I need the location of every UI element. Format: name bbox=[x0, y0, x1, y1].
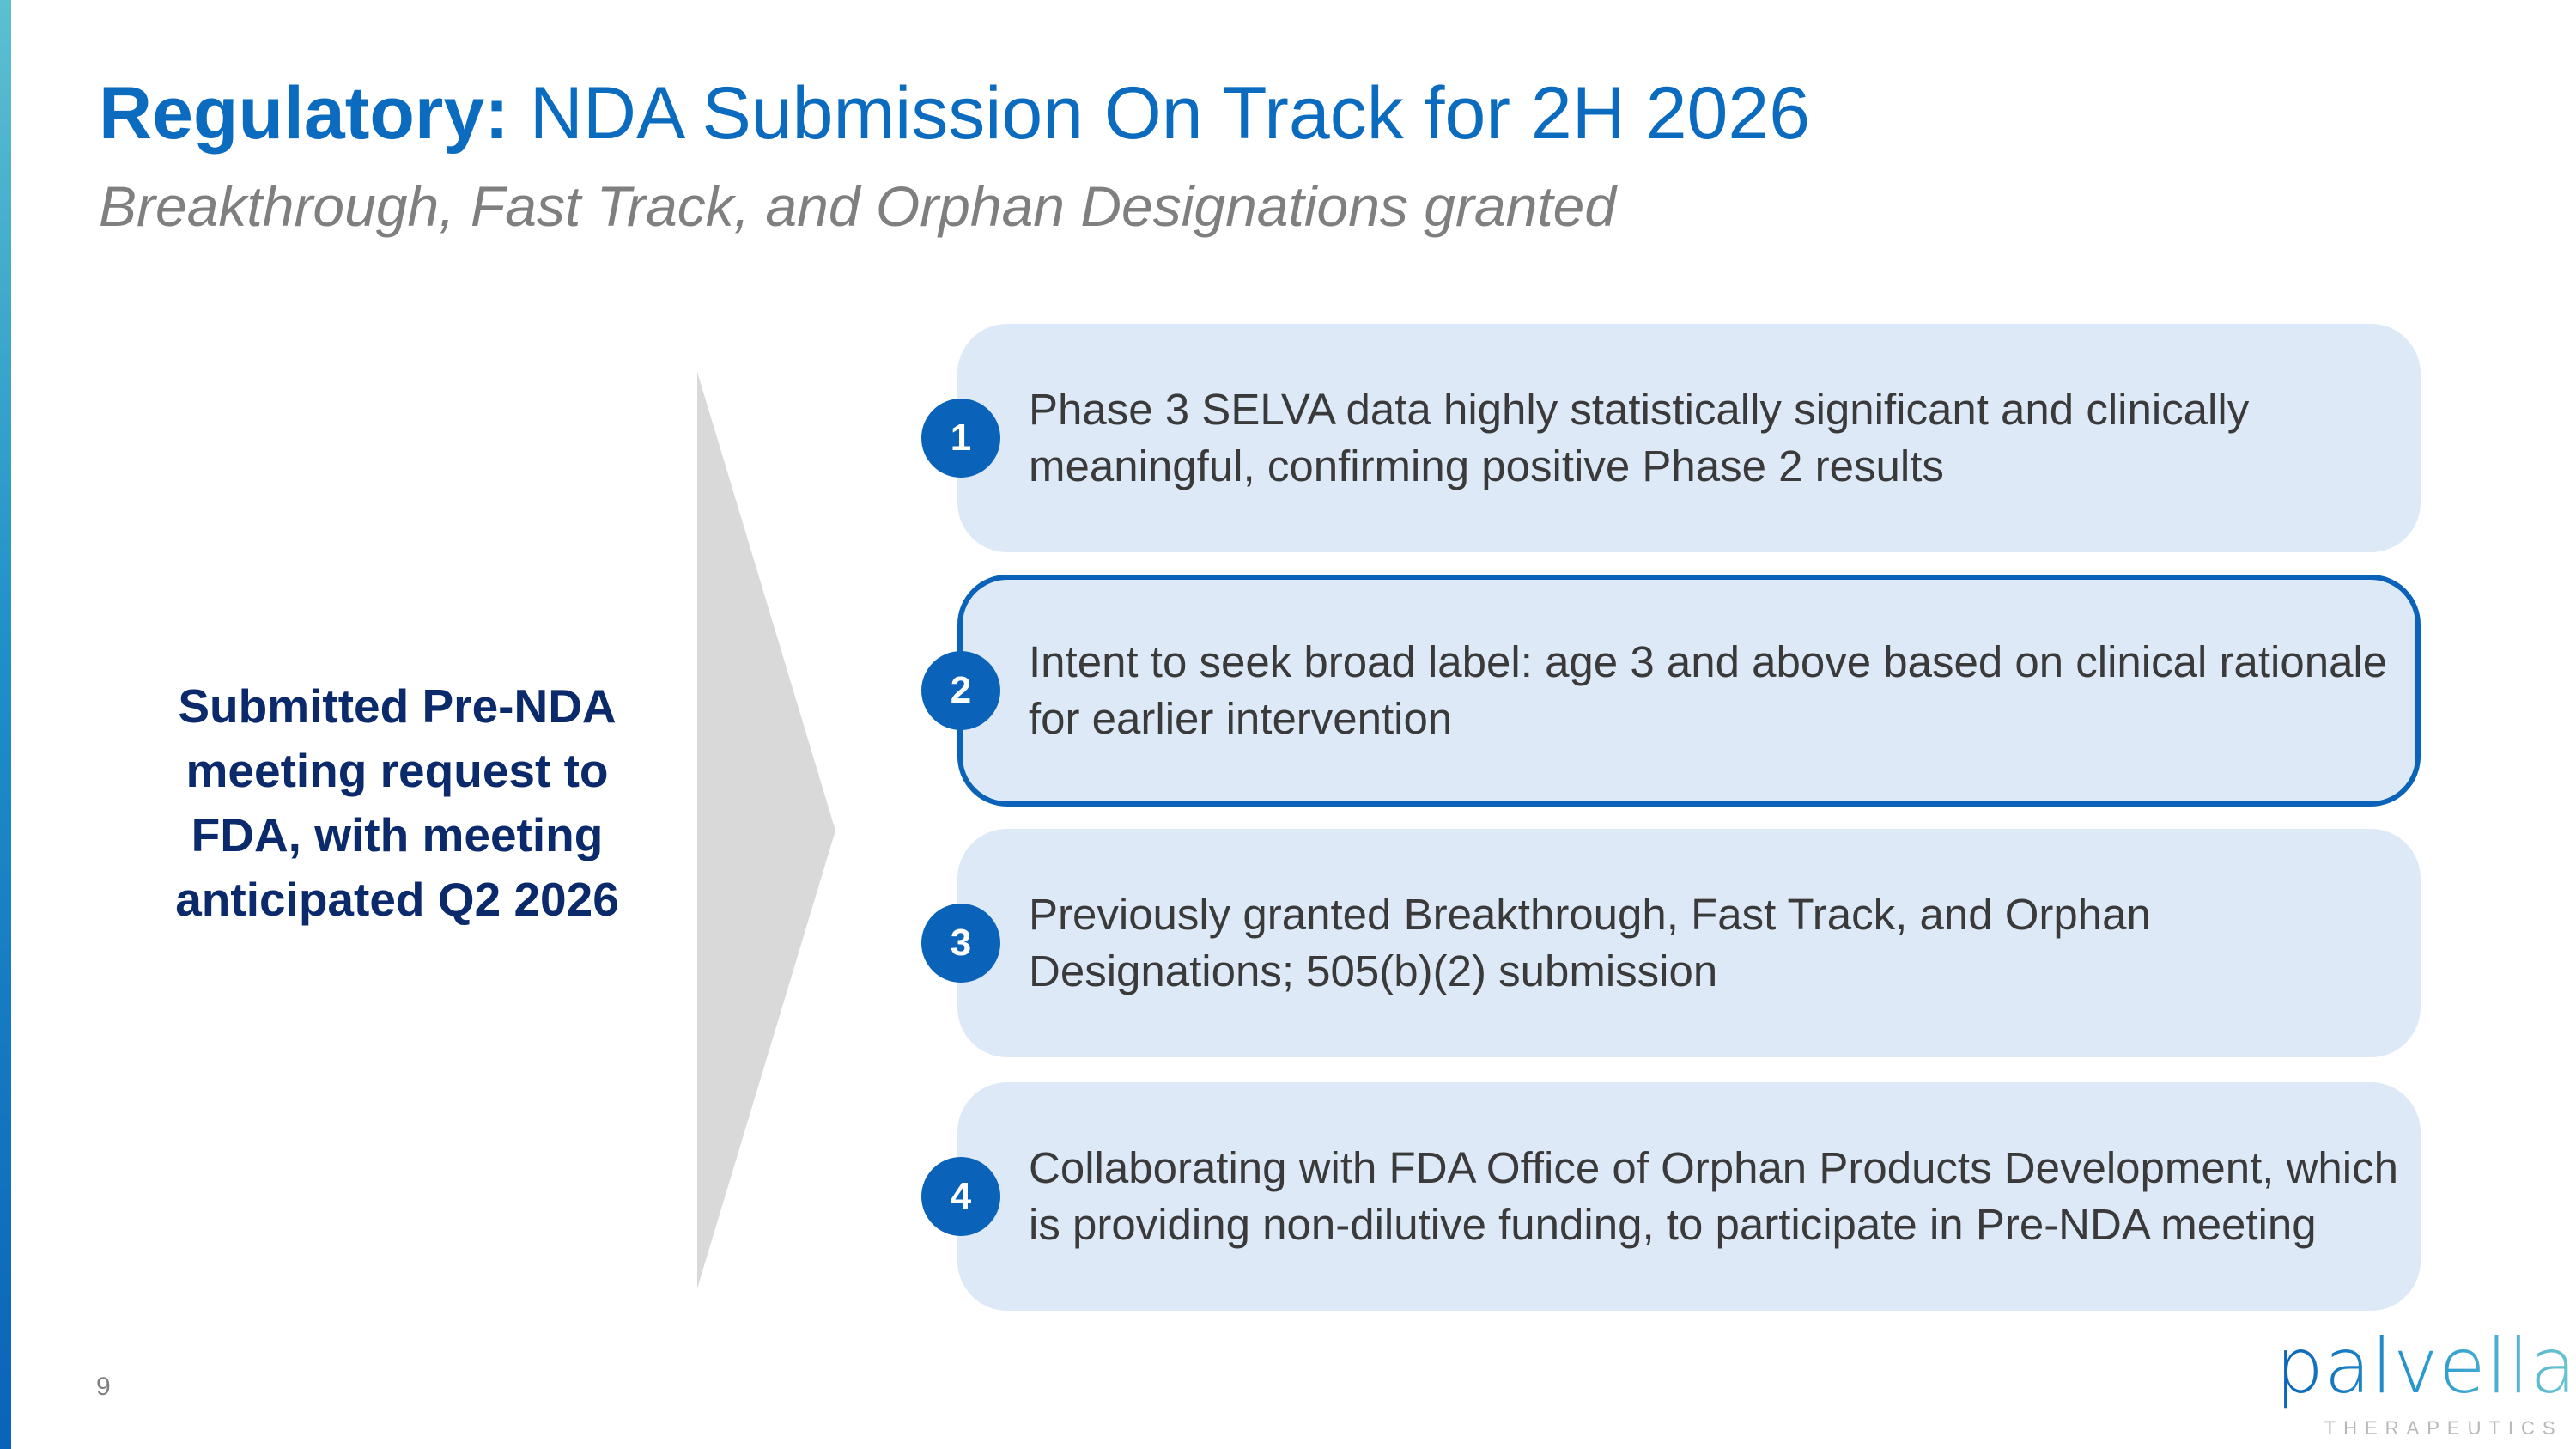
number-badge: 1 bbox=[921, 399, 1000, 478]
list-item-2-highlighted: 2 Intent to seek broad label: age 3 and … bbox=[921, 575, 2421, 807]
item-text: Previously granted Breakthrough, Fast Tr… bbox=[1029, 890, 2151, 995]
item-text: Collaborating with FDA Office of Orphan … bbox=[1029, 1143, 2398, 1249]
accent-bar bbox=[0, 0, 11, 1449]
page-subtitle: Breakthrough, Fast Track, and Orphan Des… bbox=[99, 174, 1617, 238]
summary-line: meeting request to bbox=[185, 744, 609, 797]
palvella-logo: palvella THERAPEUTICS bbox=[2275, 1318, 2576, 1440]
pre-nda-summary: Submitted Pre-NDA meeting request to FDA… bbox=[129, 674, 665, 932]
page-title: Regulatory: NDA Submission On Track for … bbox=[99, 70, 1810, 156]
logo-subtitle: THERAPEUTICS bbox=[2324, 1417, 2563, 1439]
summary-line: FDA, with meeting bbox=[191, 808, 604, 861]
number-badge: 2 bbox=[921, 651, 1000, 730]
logo-wordmark: palvella bbox=[2275, 1318, 2576, 1415]
item-text: Intent to seek broad label: age 3 and ab… bbox=[1029, 637, 2388, 743]
number-badge: 4 bbox=[921, 1157, 1000, 1236]
chevron-arrow-shape bbox=[697, 372, 835, 1288]
item-text: Phase 3 SELVA data highly statistically … bbox=[1029, 385, 2250, 490]
summary-line: anticipated Q2 2026 bbox=[175, 873, 619, 926]
list-item-3: 3 Previously granted Breakthrough, Fast … bbox=[921, 829, 2421, 1057]
title-rest: NDA Submission On Track for 2H 2026 bbox=[508, 72, 1811, 155]
page-number: 9 bbox=[96, 1373, 111, 1401]
summary-line: Submitted Pre-NDA bbox=[178, 679, 617, 733]
list-item-4: 4 Collaborating with FDA Office of Orpha… bbox=[921, 1082, 2421, 1311]
title-bold: Regulatory: bbox=[99, 72, 509, 155]
list-item-1: 1 Phase 3 SELVA data highly statisticall… bbox=[921, 324, 2421, 552]
number-badge: 3 bbox=[921, 904, 1000, 983]
